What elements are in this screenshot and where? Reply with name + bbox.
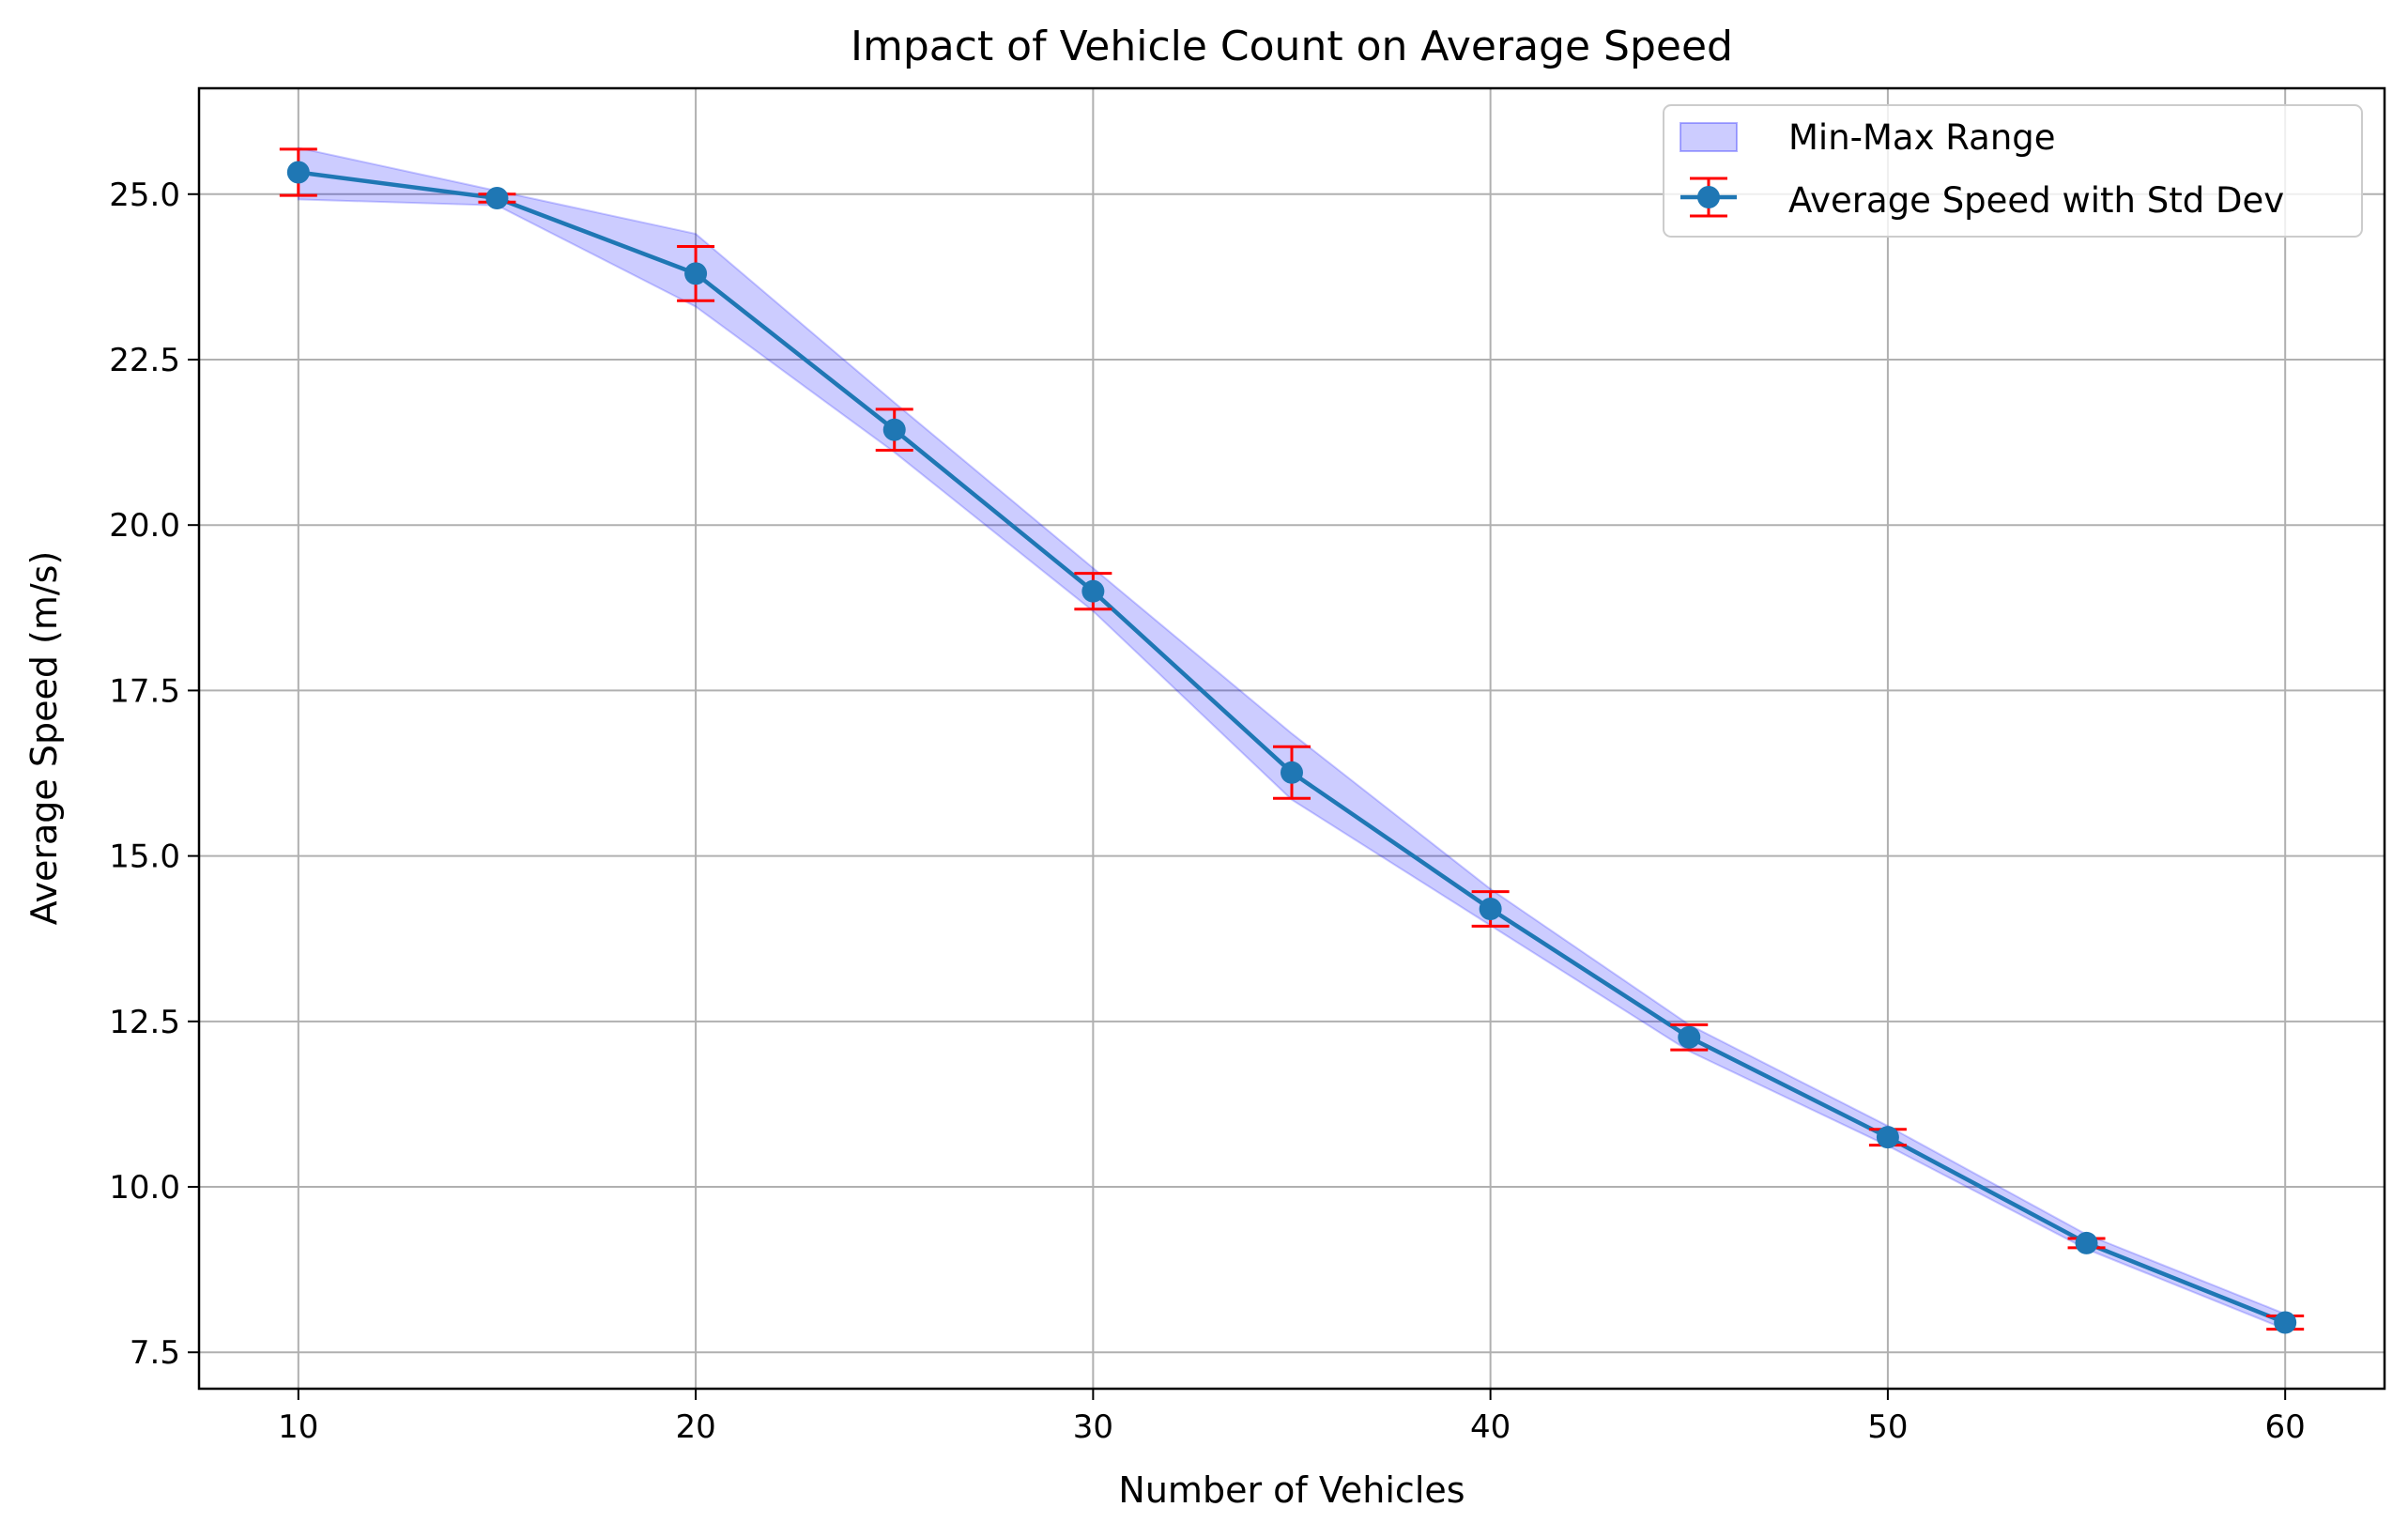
y-tick-label: 25.0 bbox=[109, 177, 180, 214]
grid bbox=[199, 88, 2385, 1389]
y-tick-label: 15.0 bbox=[109, 838, 180, 876]
data-point bbox=[1081, 579, 1105, 603]
data-point bbox=[2075, 1231, 2098, 1254]
plot-frame bbox=[197, 86, 2386, 1391]
data-point bbox=[1281, 761, 1303, 784]
y-axis-label: Average Speed (m/s) bbox=[23, 551, 65, 926]
y-tick-label: 7.5 bbox=[130, 1334, 180, 1372]
data-point bbox=[1479, 897, 1502, 920]
x-tick-label: 20 bbox=[675, 1408, 715, 1446]
legend-band-swatch bbox=[1679, 122, 1738, 152]
legend-label-average-speed: Average Speed with Std Dev bbox=[1788, 180, 2284, 221]
x-axis-label: Number of Vehicles bbox=[1118, 1469, 1465, 1511]
x-tick-label: 10 bbox=[278, 1408, 318, 1446]
data-point bbox=[1678, 1025, 1701, 1049]
y-tick-label: 22.5 bbox=[109, 342, 180, 379]
y-tick-label: 20.0 bbox=[109, 507, 180, 545]
legend-line-swatch bbox=[1680, 177, 1737, 218]
data-point bbox=[882, 418, 906, 441]
legend-label-min-max: Min-Max Range bbox=[1788, 117, 2056, 158]
x-tick-label: 50 bbox=[1867, 1408, 1908, 1446]
x-tick-label: 60 bbox=[2265, 1408, 2306, 1446]
y-tick-label: 10.0 bbox=[109, 1169, 180, 1207]
y-tick-label: 17.5 bbox=[109, 672, 180, 710]
data-point bbox=[1876, 1126, 1899, 1149]
legend: Min-Max Range Average Speed with Std Dev bbox=[1663, 104, 2363, 238]
x-tick-label: 40 bbox=[1470, 1408, 1511, 1446]
x-tick-label: 30 bbox=[1073, 1408, 1113, 1446]
legend-box bbox=[1663, 104, 2363, 238]
data-point bbox=[2274, 1311, 2297, 1334]
y-tick-label: 12.5 bbox=[109, 1004, 180, 1041]
y-axis-ticks: 7.5 10.0 12.5 15.0 17.5 20.0 22.5 25.0 bbox=[109, 177, 199, 1372]
chart-title: Impact of Vehicle Count on Average Speed bbox=[851, 23, 1733, 70]
data-point bbox=[286, 161, 310, 184]
data-point bbox=[684, 262, 708, 285]
x-axis-ticks: 10 20 30 40 50 60 bbox=[278, 1389, 2306, 1446]
average-speed-markers bbox=[286, 161, 2297, 1334]
data-point bbox=[485, 187, 509, 210]
